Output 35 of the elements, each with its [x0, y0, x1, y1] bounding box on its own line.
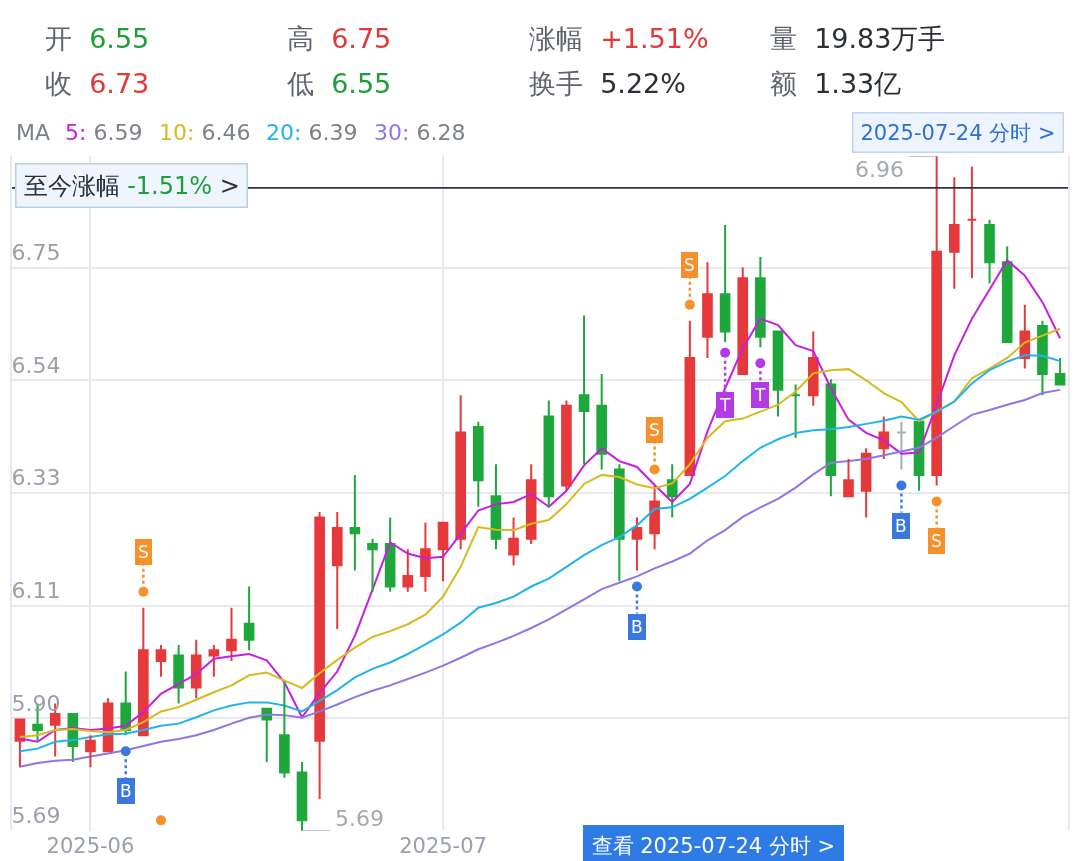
text: 收 6.73 — [45, 68, 150, 99]
y-tick-label: 5.90 — [11, 690, 61, 716]
text: 2025-07-24 分时 > — [860, 120, 1056, 145]
y-tick-label: 6.33 — [11, 465, 61, 491]
annotation: 6.96 — [855, 157, 904, 182]
text: 涨幅 +1.51% — [529, 23, 709, 54]
text: 换手 5.22% — [529, 68, 686, 99]
text: 20: 6.39 — [266, 120, 358, 145]
annotation: T — [719, 395, 731, 415]
text: 30: 6.28 — [374, 120, 466, 145]
annotation: S — [684, 255, 695, 275]
text: 10: 6.46 — [159, 120, 251, 145]
annotation: S — [931, 531, 942, 551]
text: 5: 6.59 — [65, 120, 143, 145]
annotation: S — [138, 542, 149, 562]
annotation: T — [754, 385, 766, 405]
annotation: B — [631, 617, 643, 637]
text: 低 6.55 — [287, 68, 392, 99]
annotation: B — [895, 516, 907, 536]
text: 额 1.33亿 — [770, 68, 902, 99]
text: 查看 2025-07-24 分时 > — [591, 833, 836, 858]
text: 开 6.55 — [45, 23, 150, 54]
y-tick-label: 5.69 — [11, 803, 61, 829]
annotation: B — [120, 781, 132, 801]
y-tick-label: 6.11 — [11, 577, 61, 603]
x-tick-label: 2025-06 — [46, 834, 135, 858]
annotation: S — [649, 420, 660, 440]
text: 量 19.83万手 — [770, 23, 946, 54]
legend-title: MA — [16, 120, 51, 145]
y-tick-label: 6.54 — [11, 352, 61, 378]
y-tick-label: 6.75 — [11, 239, 61, 265]
x-tick-label: 2025-07 — [399, 834, 487, 858]
annotation: 5.69 — [335, 806, 384, 831]
annotation: 至今涨幅 -1.51% > — [23, 171, 240, 200]
text: 高 6.75 — [287, 23, 392, 54]
